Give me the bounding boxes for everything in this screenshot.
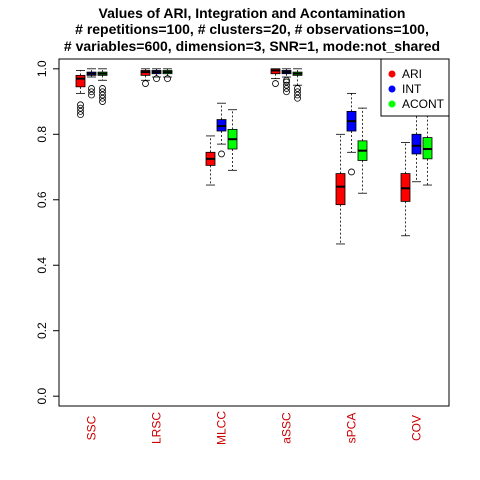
boxplot-acont (97, 68, 108, 105)
legend-label-ari: ARI (402, 67, 422, 81)
chart-title-line-1: Values of ARI, Integration and Acontamin… (99, 5, 406, 21)
outlier-point (272, 80, 279, 87)
boxplot-int (216, 102, 227, 158)
outlier-point (164, 75, 171, 83)
box (75, 74, 86, 88)
x-axis: SSC LRSC MLCC aSSC sPCA COV (85, 411, 424, 445)
boxplot-acont (162, 68, 173, 83)
boxplot-ari (270, 68, 281, 87)
outlier-point (294, 94, 301, 102)
outlier-point (283, 76, 290, 84)
x-category-label: sPCA (345, 413, 359, 444)
outlier-point (88, 88, 95, 96)
x-category-label: COV (410, 415, 424, 441)
boxplot-int (281, 68, 292, 96)
legend-marker-acont (388, 100, 396, 108)
boxplot-acont (357, 107, 368, 194)
boxplot-ari (140, 68, 151, 87)
outlier-point (77, 104, 84, 112)
box (335, 173, 346, 206)
outlier-point (283, 88, 290, 96)
outlier-point (99, 85, 106, 92)
outlier-point (88, 91, 95, 99)
y-axis: 0.0 0.2 0.4 0.6 0.8 1.0 (35, 60, 59, 405)
outlier-point (294, 85, 301, 92)
outlier-point (283, 81, 290, 89)
legend-label-int: INT (402, 82, 422, 96)
outlier-point (218, 150, 225, 158)
outlier-point (142, 80, 149, 87)
y-tick-label: 0.4 (35, 257, 49, 274)
outlier-point (283, 85, 290, 92)
outlier-point (99, 94, 106, 102)
boxplot-int (86, 68, 97, 99)
boxplot-ari (335, 133, 346, 245)
boxplot-acont (227, 109, 238, 171)
boxplot-ari (75, 70, 86, 119)
box (411, 133, 422, 155)
boxplot-ari (400, 142, 411, 237)
x-category-label: MLCC (215, 411, 229, 445)
legend-marker-ari (388, 70, 396, 78)
outlier-point (294, 91, 301, 99)
boxplot-acont (292, 68, 303, 102)
boxplot-int (151, 68, 162, 83)
outlier-point (294, 88, 301, 96)
outlier-point (88, 85, 95, 92)
legend-marker-int (388, 85, 396, 93)
outlier-point (99, 98, 106, 105)
outlier-point (77, 111, 84, 119)
outlier-point (77, 101, 84, 109)
y-tick-label: 0.8 (35, 126, 49, 143)
plot-marks (75, 68, 433, 245)
outlier-point (348, 168, 355, 176)
legend-label-acont: ACONT (402, 97, 445, 111)
x-category-label: SSC (85, 415, 99, 440)
x-category-label: LRSC (150, 412, 164, 444)
plot-frame (58, 58, 450, 407)
chart-title-line-2: # repetitions=100, # clusters=20, # obse… (75, 21, 429, 37)
outlier-point (283, 78, 290, 86)
y-tick-label: 1.0 (35, 60, 49, 77)
boxplot-ari (205, 135, 216, 186)
outlier-point (99, 88, 106, 96)
y-tick-label: 0.6 (35, 191, 49, 208)
y-tick-label: 0.2 (35, 322, 49, 339)
chart-title-line-3: # variables=600, dimension=3, SNR=1, mod… (64, 38, 440, 54)
y-tick-label: 0.0 (35, 388, 49, 405)
outlier-point (99, 91, 106, 99)
outlier-point (77, 107, 84, 115)
outlier-point (153, 75, 160, 83)
x-category-label: aSSC (280, 412, 294, 444)
boxplot-int (346, 92, 357, 176)
